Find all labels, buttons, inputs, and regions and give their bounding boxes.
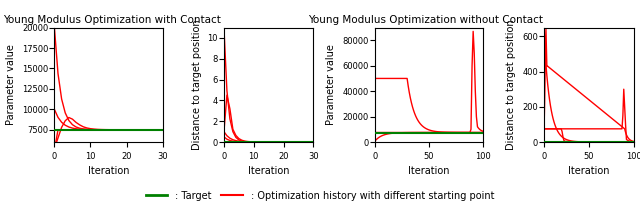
X-axis label: Iteration: Iteration xyxy=(408,166,449,176)
Y-axis label: Parameter value: Parameter value xyxy=(326,44,337,125)
Text: Young Modulus Optimization without Contact: Young Modulus Optimization without Conta… xyxy=(308,15,543,25)
Y-axis label: Distance to target position: Distance to target position xyxy=(506,20,516,150)
X-axis label: Iteration: Iteration xyxy=(568,166,610,176)
Text: Young Modulus Optimization with Contact: Young Modulus Optimization with Contact xyxy=(3,15,221,25)
X-axis label: Iteration: Iteration xyxy=(88,166,129,176)
Y-axis label: Distance to target position: Distance to target position xyxy=(191,20,202,150)
X-axis label: Iteration: Iteration xyxy=(248,166,289,176)
Y-axis label: Parameter value: Parameter value xyxy=(6,44,16,125)
Legend: : Target, : Optimization history with different starting point: : Target, : Optimization history with di… xyxy=(142,187,498,205)
